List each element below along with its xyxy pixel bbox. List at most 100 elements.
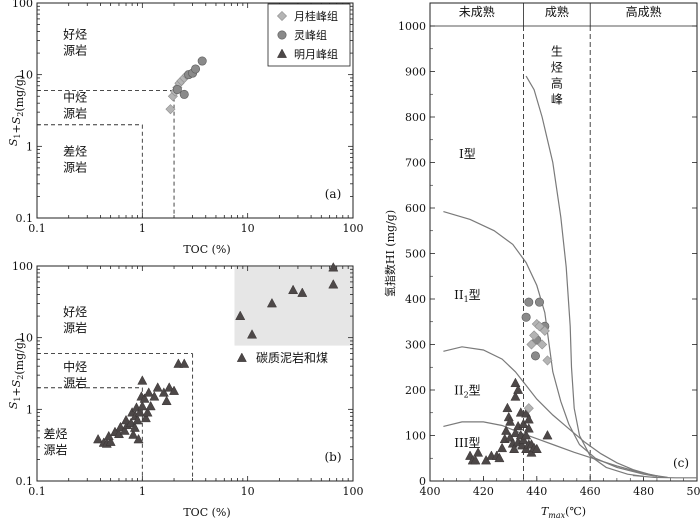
y-tick-label: 900 bbox=[405, 66, 426, 79]
y-axis-label-part: 1 bbox=[13, 134, 22, 139]
y-tick-label: 300 bbox=[405, 339, 426, 352]
x-axis-label: Tmax(℃) bbox=[541, 505, 586, 518]
data-point bbox=[523, 414, 534, 424]
x-axis-label-part: max bbox=[548, 511, 565, 518]
data-point bbox=[145, 400, 156, 411]
maturity-zone-label: 高成熟 bbox=[626, 4, 662, 19]
data-point bbox=[529, 330, 540, 341]
data-point bbox=[534, 297, 544, 307]
data-point bbox=[266, 297, 277, 308]
coal-region bbox=[234, 267, 352, 346]
data-point bbox=[530, 351, 540, 361]
data-point bbox=[165, 104, 176, 115]
zone-label: 好烃 bbox=[63, 305, 87, 319]
peak-label: 峰 bbox=[551, 93, 563, 107]
y-tick-label: 100 bbox=[405, 430, 426, 443]
data-point bbox=[537, 339, 548, 350]
data-point bbox=[473, 447, 484, 457]
panel-label: (b) bbox=[324, 450, 341, 464]
data-point bbox=[120, 414, 132, 425]
zone-label: 源岩 bbox=[44, 442, 68, 457]
data-point bbox=[526, 339, 537, 350]
y-tick-label: 500 bbox=[405, 248, 426, 261]
y-tick-label: 800 bbox=[405, 111, 426, 124]
zone-label: 中烃 bbox=[63, 90, 87, 105]
data-point bbox=[137, 375, 148, 385]
data-point bbox=[140, 412, 151, 423]
y-tick-label: 1 bbox=[26, 140, 33, 153]
data-point bbox=[497, 442, 508, 453]
peak-label: 高 bbox=[551, 76, 563, 91]
data-point bbox=[128, 429, 139, 439]
kerogen-type-part: III型 bbox=[454, 436, 480, 450]
data-point bbox=[164, 382, 175, 392]
data-point bbox=[297, 287, 308, 297]
y-axis-label-part: S bbox=[7, 138, 20, 146]
kerogen-type-label: III型 bbox=[454, 436, 480, 450]
legend-label: 灵峰组 bbox=[294, 28, 327, 42]
zone-label: 源岩 bbox=[63, 159, 87, 174]
x-tick-label: 1 bbox=[139, 222, 146, 235]
y-tick-label: 10 bbox=[19, 332, 33, 345]
legend-marker bbox=[276, 48, 288, 58]
region-marker bbox=[236, 352, 247, 362]
data-point bbox=[510, 391, 521, 401]
data-point bbox=[134, 407, 146, 417]
y-tick-label: 10 bbox=[19, 69, 33, 82]
plot-frame bbox=[36, 2, 354, 219]
zone-label: 差烃 bbox=[44, 427, 68, 441]
y-axis-label: 氢指数HI (mg/g) bbox=[383, 210, 397, 297]
x-tick-label: 10 bbox=[241, 222, 255, 235]
y-tick-label: 200 bbox=[405, 384, 426, 397]
data-point bbox=[328, 279, 339, 289]
data-point bbox=[531, 443, 542, 453]
x-tick-label: 460 bbox=[580, 485, 601, 498]
kerogen-type-part: 2 bbox=[464, 391, 469, 400]
x-tick-label: 100 bbox=[343, 485, 364, 498]
data-point bbox=[542, 429, 553, 440]
plot-frame bbox=[36, 265, 354, 482]
data-point bbox=[179, 358, 190, 368]
data-point bbox=[158, 387, 169, 397]
data-point bbox=[172, 85, 182, 95]
x-axis-label-part: (℃) bbox=[565, 505, 586, 518]
data-point bbox=[152, 382, 163, 392]
y-tick-label: 700 bbox=[405, 157, 426, 170]
kerogen-curve bbox=[525, 75, 644, 477]
legend-label: 月桂峰组 bbox=[294, 9, 338, 23]
data-point bbox=[510, 427, 521, 438]
y-axis-label-part: 1 bbox=[13, 397, 22, 402]
data-point bbox=[494, 452, 505, 463]
panel-label: (c) bbox=[673, 456, 689, 470]
data-point bbox=[534, 321, 545, 332]
x-tick-label: 0.1 bbox=[28, 485, 46, 498]
data-point bbox=[523, 423, 534, 433]
kerogen-type-label: II2型 bbox=[454, 384, 481, 400]
peak-label: 烃 bbox=[551, 61, 563, 75]
data-point bbox=[137, 400, 148, 411]
y-axis-label: S1+S2(mg/g) bbox=[7, 338, 26, 409]
data-point bbox=[513, 384, 524, 394]
x-tick-label: 420 bbox=[473, 485, 494, 498]
panel-label: (a) bbox=[325, 187, 342, 201]
kerogen-curve bbox=[632, 474, 697, 479]
region-label: 碳质泥岩和煤 bbox=[256, 350, 328, 365]
kerogen-type-label: II1型 bbox=[454, 288, 481, 304]
zone-label: 差烃 bbox=[63, 144, 87, 158]
y-tick-label: 400 bbox=[405, 293, 426, 306]
legend-marker bbox=[276, 10, 288, 22]
y-axis-label: S1+S2(mg/g) bbox=[7, 75, 26, 146]
y-axis-label-part: (mg/g) bbox=[13, 75, 26, 112]
kerogen-type-part: 1 bbox=[464, 295, 469, 304]
data-point bbox=[133, 433, 144, 444]
y-tick-label: 0.1 bbox=[16, 475, 34, 488]
x-tick-label: 1 bbox=[139, 485, 146, 498]
data-point bbox=[169, 385, 180, 395]
zone-label: 源岩 bbox=[63, 42, 87, 57]
zone-label: 源岩 bbox=[63, 320, 87, 335]
x-tick-label: 400 bbox=[420, 485, 441, 498]
kerogen-type-part: II bbox=[454, 288, 464, 302]
data-point bbox=[328, 262, 339, 272]
